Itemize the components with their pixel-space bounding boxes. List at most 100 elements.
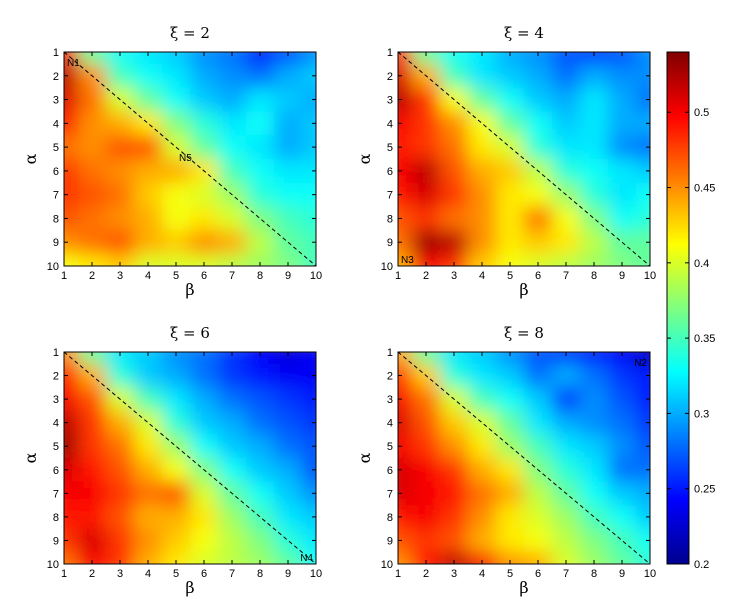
heatmap-cell [64, 206, 79, 231]
heatmap-cell [440, 206, 469, 231]
heatmap-cell [78, 135, 107, 160]
x-tick-label: 2 [89, 568, 95, 580]
heatmap-cell [412, 52, 441, 65]
y-tick-label: 10 [47, 261, 59, 273]
heatmap-cell [302, 135, 316, 160]
heatmap-cell [398, 111, 413, 136]
heatmap-cell [440, 135, 469, 160]
heatmap-cell [636, 363, 650, 388]
node-annotation: N1 [67, 58, 80, 69]
x-tick-label: 9 [285, 270, 291, 282]
heatmap-cell [398, 254, 413, 266]
y-tick-label: 5 [53, 441, 59, 453]
y-tick-label: 4 [387, 418, 393, 430]
heatmap-cell [190, 434, 219, 459]
heatmap-cell [468, 363, 497, 388]
x-tick-label: 10 [644, 270, 656, 282]
heatmap-cell [440, 182, 469, 208]
heatmap-cell [440, 410, 469, 436]
heatmap-cell [552, 434, 581, 459]
x-tick-label: 7 [563, 270, 569, 282]
axes-frame [397, 351, 651, 565]
heatmap-cell [78, 352, 107, 365]
x-tick-label: 3 [117, 568, 123, 580]
x-axis-label: β [519, 280, 528, 299]
heatmap-cell [162, 111, 191, 136]
heatmap-cell [162, 87, 191, 113]
heatmap-cell [78, 159, 107, 184]
heatmap-cell [274, 387, 303, 412]
heatmap-cell [246, 458, 275, 483]
heatmap-cell [106, 63, 135, 89]
heatmap-cell [412, 458, 441, 483]
panel-title: ξ = 6 [170, 324, 210, 342]
heatmap-cell [190, 254, 219, 266]
heatmap-cell [162, 481, 191, 506]
heatmap-cell [78, 254, 107, 266]
heatmap-cell [134, 159, 163, 184]
x-tick-label: 10 [310, 270, 322, 282]
heatmap-cell [78, 182, 107, 208]
heatmap-cell [162, 159, 191, 184]
heatmap-cell [64, 63, 79, 89]
heatmap-cell [552, 528, 581, 553]
heatmap-cell [302, 182, 316, 208]
y-tick-label: 7 [387, 190, 393, 202]
heatmap-cell [608, 182, 637, 208]
heatmap-cell [246, 182, 275, 208]
heatmap-cell [468, 159, 497, 184]
heatmap-cell [134, 254, 163, 266]
heatmap-cell [302, 63, 316, 89]
heatmap-cell [608, 87, 637, 113]
heatmap-cell [496, 63, 525, 89]
heatmap-cell [440, 63, 469, 89]
heatmap-cell [496, 481, 525, 506]
node-annotation: N5 [179, 153, 192, 164]
x-tick-label: 6 [535, 270, 541, 282]
y-axis-label: α [355, 153, 374, 164]
heatmap-cell [246, 52, 275, 65]
heatmap-cell [78, 528, 107, 553]
heatmap-cell [302, 206, 316, 231]
heatmap-cell [496, 254, 525, 266]
y-tick-label: 3 [53, 394, 59, 406]
heatmap-cell [412, 434, 441, 459]
x-tick-label: 1 [61, 568, 67, 580]
heatmap-cell [190, 111, 219, 136]
heatmap-cell [162, 206, 191, 231]
heatmap-cell [496, 352, 525, 365]
heatmap-cell [398, 87, 413, 113]
heatmap-cell [218, 387, 247, 412]
node-annotation: N3 [401, 255, 414, 266]
colorbar-tick-label: 0.35 [694, 333, 715, 345]
x-axis-label: β [185, 578, 194, 597]
heatmap-cell [64, 458, 79, 483]
heatmap-cell [468, 458, 497, 483]
heatmap-cell [580, 434, 609, 459]
heatmap-cell [78, 505, 107, 530]
y-tick-label: 4 [53, 418, 59, 430]
y-axis-label: α [355, 452, 374, 463]
heatmap-cell [636, 230, 650, 255]
heatmap-cell [218, 87, 247, 113]
heatmap-cell [398, 182, 413, 208]
heatmap-cell [64, 410, 79, 436]
heatmap-cell [496, 458, 525, 483]
heatmap-cell [398, 363, 413, 388]
heatmap-cell [134, 63, 163, 89]
heatmap-cell [580, 230, 609, 255]
panel-title: ξ = 4 [504, 24, 544, 42]
heatmap-cell [106, 52, 135, 65]
heatmap-cell [246, 111, 275, 136]
heatmap-cell [468, 254, 497, 266]
heatmap-cell [398, 481, 413, 506]
heatmap-cell [134, 410, 163, 436]
heatmap-cell [440, 352, 469, 365]
heatmap-cell [524, 552, 553, 564]
heatmap-cell [190, 52, 219, 65]
x-axis-label: β [519, 578, 528, 597]
heatmap-cell [78, 410, 107, 436]
heatmap-cell [580, 182, 609, 208]
